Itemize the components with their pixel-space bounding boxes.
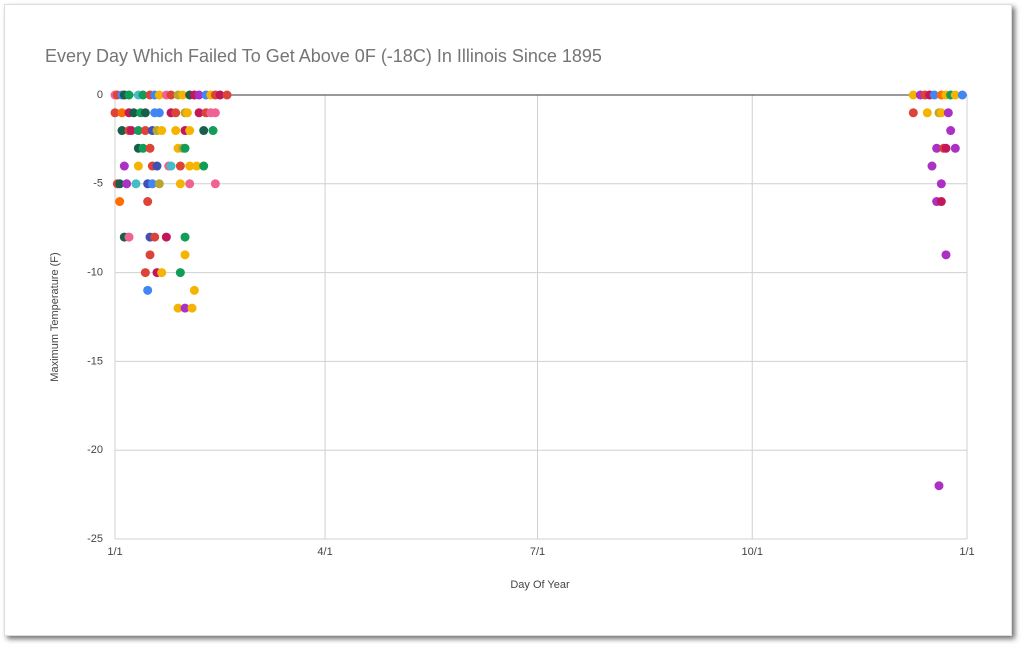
point (138, 90, 148, 100)
point (929, 90, 939, 100)
point (152, 161, 162, 171)
point (185, 179, 195, 189)
point (180, 303, 190, 313)
point (194, 90, 204, 100)
point (922, 108, 932, 118)
point (222, 90, 232, 100)
point (957, 90, 967, 100)
x-tick-label: 1/1 (959, 546, 974, 558)
point (147, 179, 157, 189)
point (936, 108, 946, 118)
y-tick-label: 0 (97, 89, 103, 101)
point (145, 143, 155, 153)
point (133, 126, 143, 136)
point (927, 161, 937, 171)
point (110, 108, 120, 118)
point (180, 232, 190, 242)
point (180, 250, 190, 260)
point (946, 126, 956, 136)
point (154, 179, 164, 189)
point (936, 197, 946, 207)
point (126, 126, 136, 136)
x-tick-label: 1/1 (107, 546, 122, 558)
point (175, 161, 185, 171)
point (131, 179, 141, 189)
point (140, 268, 150, 278)
point (175, 268, 185, 278)
point (157, 268, 167, 278)
point (117, 126, 127, 136)
point (185, 161, 195, 171)
point (934, 481, 944, 491)
point (154, 90, 164, 100)
point (185, 126, 195, 136)
point (117, 108, 127, 118)
point (143, 285, 153, 295)
point (115, 179, 125, 189)
point (189, 285, 199, 295)
point (143, 197, 153, 207)
point (178, 90, 188, 100)
x-axis-label: Day Of Year (510, 579, 570, 591)
point (122, 179, 132, 189)
point (133, 161, 143, 171)
y-tick-label: -10 (87, 267, 103, 279)
point (187, 303, 197, 313)
x-tick-label: 7/1 (530, 546, 545, 558)
point (950, 143, 960, 153)
point (932, 143, 942, 153)
point (129, 108, 139, 118)
point (194, 108, 204, 118)
point (138, 143, 148, 153)
point (124, 232, 134, 242)
x-tick-label: 10/1 (742, 546, 763, 558)
point (166, 90, 176, 100)
point (150, 232, 160, 242)
y-tick-label: -25 (87, 533, 103, 545)
point (936, 179, 946, 189)
point (199, 126, 209, 136)
point (145, 250, 155, 260)
point (210, 108, 220, 118)
point (115, 197, 125, 207)
point (140, 108, 150, 118)
point (182, 108, 192, 118)
point (908, 108, 918, 118)
y-tick-label: -15 (87, 355, 103, 367)
point (208, 126, 218, 136)
y-axis-label: Maximum Temperature (F) (49, 252, 61, 381)
point (171, 108, 181, 118)
point (199, 161, 209, 171)
y-tick-label: -20 (87, 444, 103, 456)
point (908, 90, 918, 100)
point (154, 108, 164, 118)
point (180, 143, 190, 153)
point (941, 250, 951, 260)
x-tick-label: 4/1 (317, 546, 332, 558)
point (943, 108, 953, 118)
point (119, 161, 129, 171)
point (210, 179, 220, 189)
point (166, 161, 176, 171)
point (215, 90, 225, 100)
point (140, 126, 150, 136)
y-tick-label: -5 (93, 178, 103, 190)
point (171, 126, 181, 136)
point (950, 90, 960, 100)
point (157, 126, 167, 136)
chart-title: Every Day Which Failed To Get Above 0F (… (45, 46, 602, 66)
point (124, 90, 134, 100)
point (192, 161, 202, 171)
point (941, 143, 951, 153)
point (161, 232, 171, 242)
point (175, 179, 185, 189)
point (173, 303, 183, 313)
